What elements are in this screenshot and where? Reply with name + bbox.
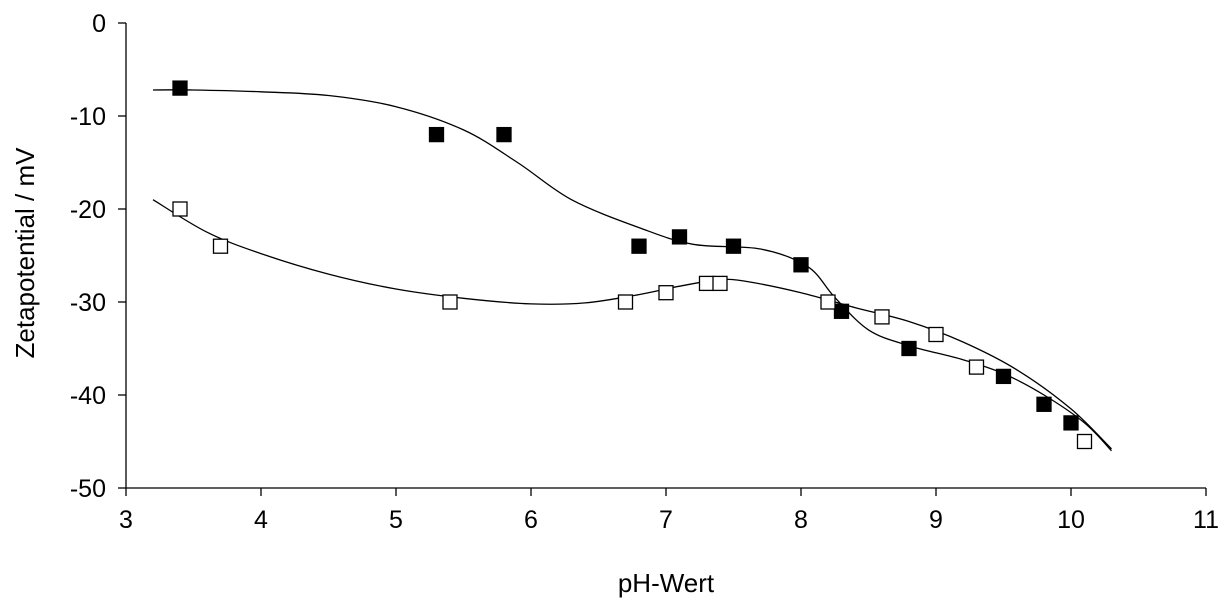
filled-square-marker xyxy=(901,340,917,357)
filled-square-marker xyxy=(496,126,512,143)
open-square-marker xyxy=(1076,433,1093,450)
open-square-marker xyxy=(712,275,728,292)
filled-square-marker xyxy=(631,238,647,254)
trendlines xyxy=(152,89,1112,452)
x-tick-label: 9 xyxy=(929,506,943,534)
trendline-series-2 xyxy=(152,199,1112,450)
axes: 0 -10 -20 -30 -40 -50 3 4 5 6 7 8 9 10 11 xyxy=(70,10,1219,534)
x-tick-label: 8 xyxy=(794,506,808,534)
y-tick-label: -10 xyxy=(70,103,106,131)
filled-square-marker xyxy=(833,303,850,319)
filled-square-marker xyxy=(995,368,1012,385)
x-tick-label: 3 xyxy=(119,506,133,534)
y-tick-label: 0 xyxy=(92,10,106,38)
open-square-marker xyxy=(820,294,836,310)
data-markers xyxy=(172,80,1093,450)
x-axis-title: pH-Wert xyxy=(618,568,715,598)
open-square-marker xyxy=(172,201,188,217)
filled-square-marker xyxy=(671,229,688,245)
open-square-marker xyxy=(617,294,634,310)
open-square-marker xyxy=(874,309,890,325)
x-tick-label: 4 xyxy=(254,506,268,534)
open-square-marker xyxy=(968,359,985,375)
x-tick-label: 7 xyxy=(659,506,673,534)
trendline-series-1 xyxy=(152,89,1112,452)
x-tick-label: 10 xyxy=(1057,506,1085,534)
y-axis-title: Zetapotential / mV xyxy=(10,147,40,359)
x-tick-label: 5 xyxy=(389,506,403,534)
open-square-marker xyxy=(212,238,229,254)
filled-square-marker xyxy=(428,126,445,143)
y-tick-label: -40 xyxy=(70,382,106,410)
filled-square-marker xyxy=(1063,415,1079,431)
y-tick-label: -50 xyxy=(70,475,106,503)
x-tick-label: 11 xyxy=(1193,506,1219,534)
filled-square-marker xyxy=(793,257,809,273)
open-square-marker xyxy=(698,275,715,292)
x-tick-label: 6 xyxy=(524,506,538,534)
open-square-marker xyxy=(442,294,458,310)
filled-square-marker xyxy=(725,238,742,254)
y-tick-label: -30 xyxy=(70,289,106,317)
open-square-marker xyxy=(928,326,944,343)
open-square-marker xyxy=(658,285,674,301)
filled-square-marker xyxy=(172,80,188,96)
filled-square-marker xyxy=(1036,396,1052,412)
y-tick-label: -20 xyxy=(70,196,106,224)
